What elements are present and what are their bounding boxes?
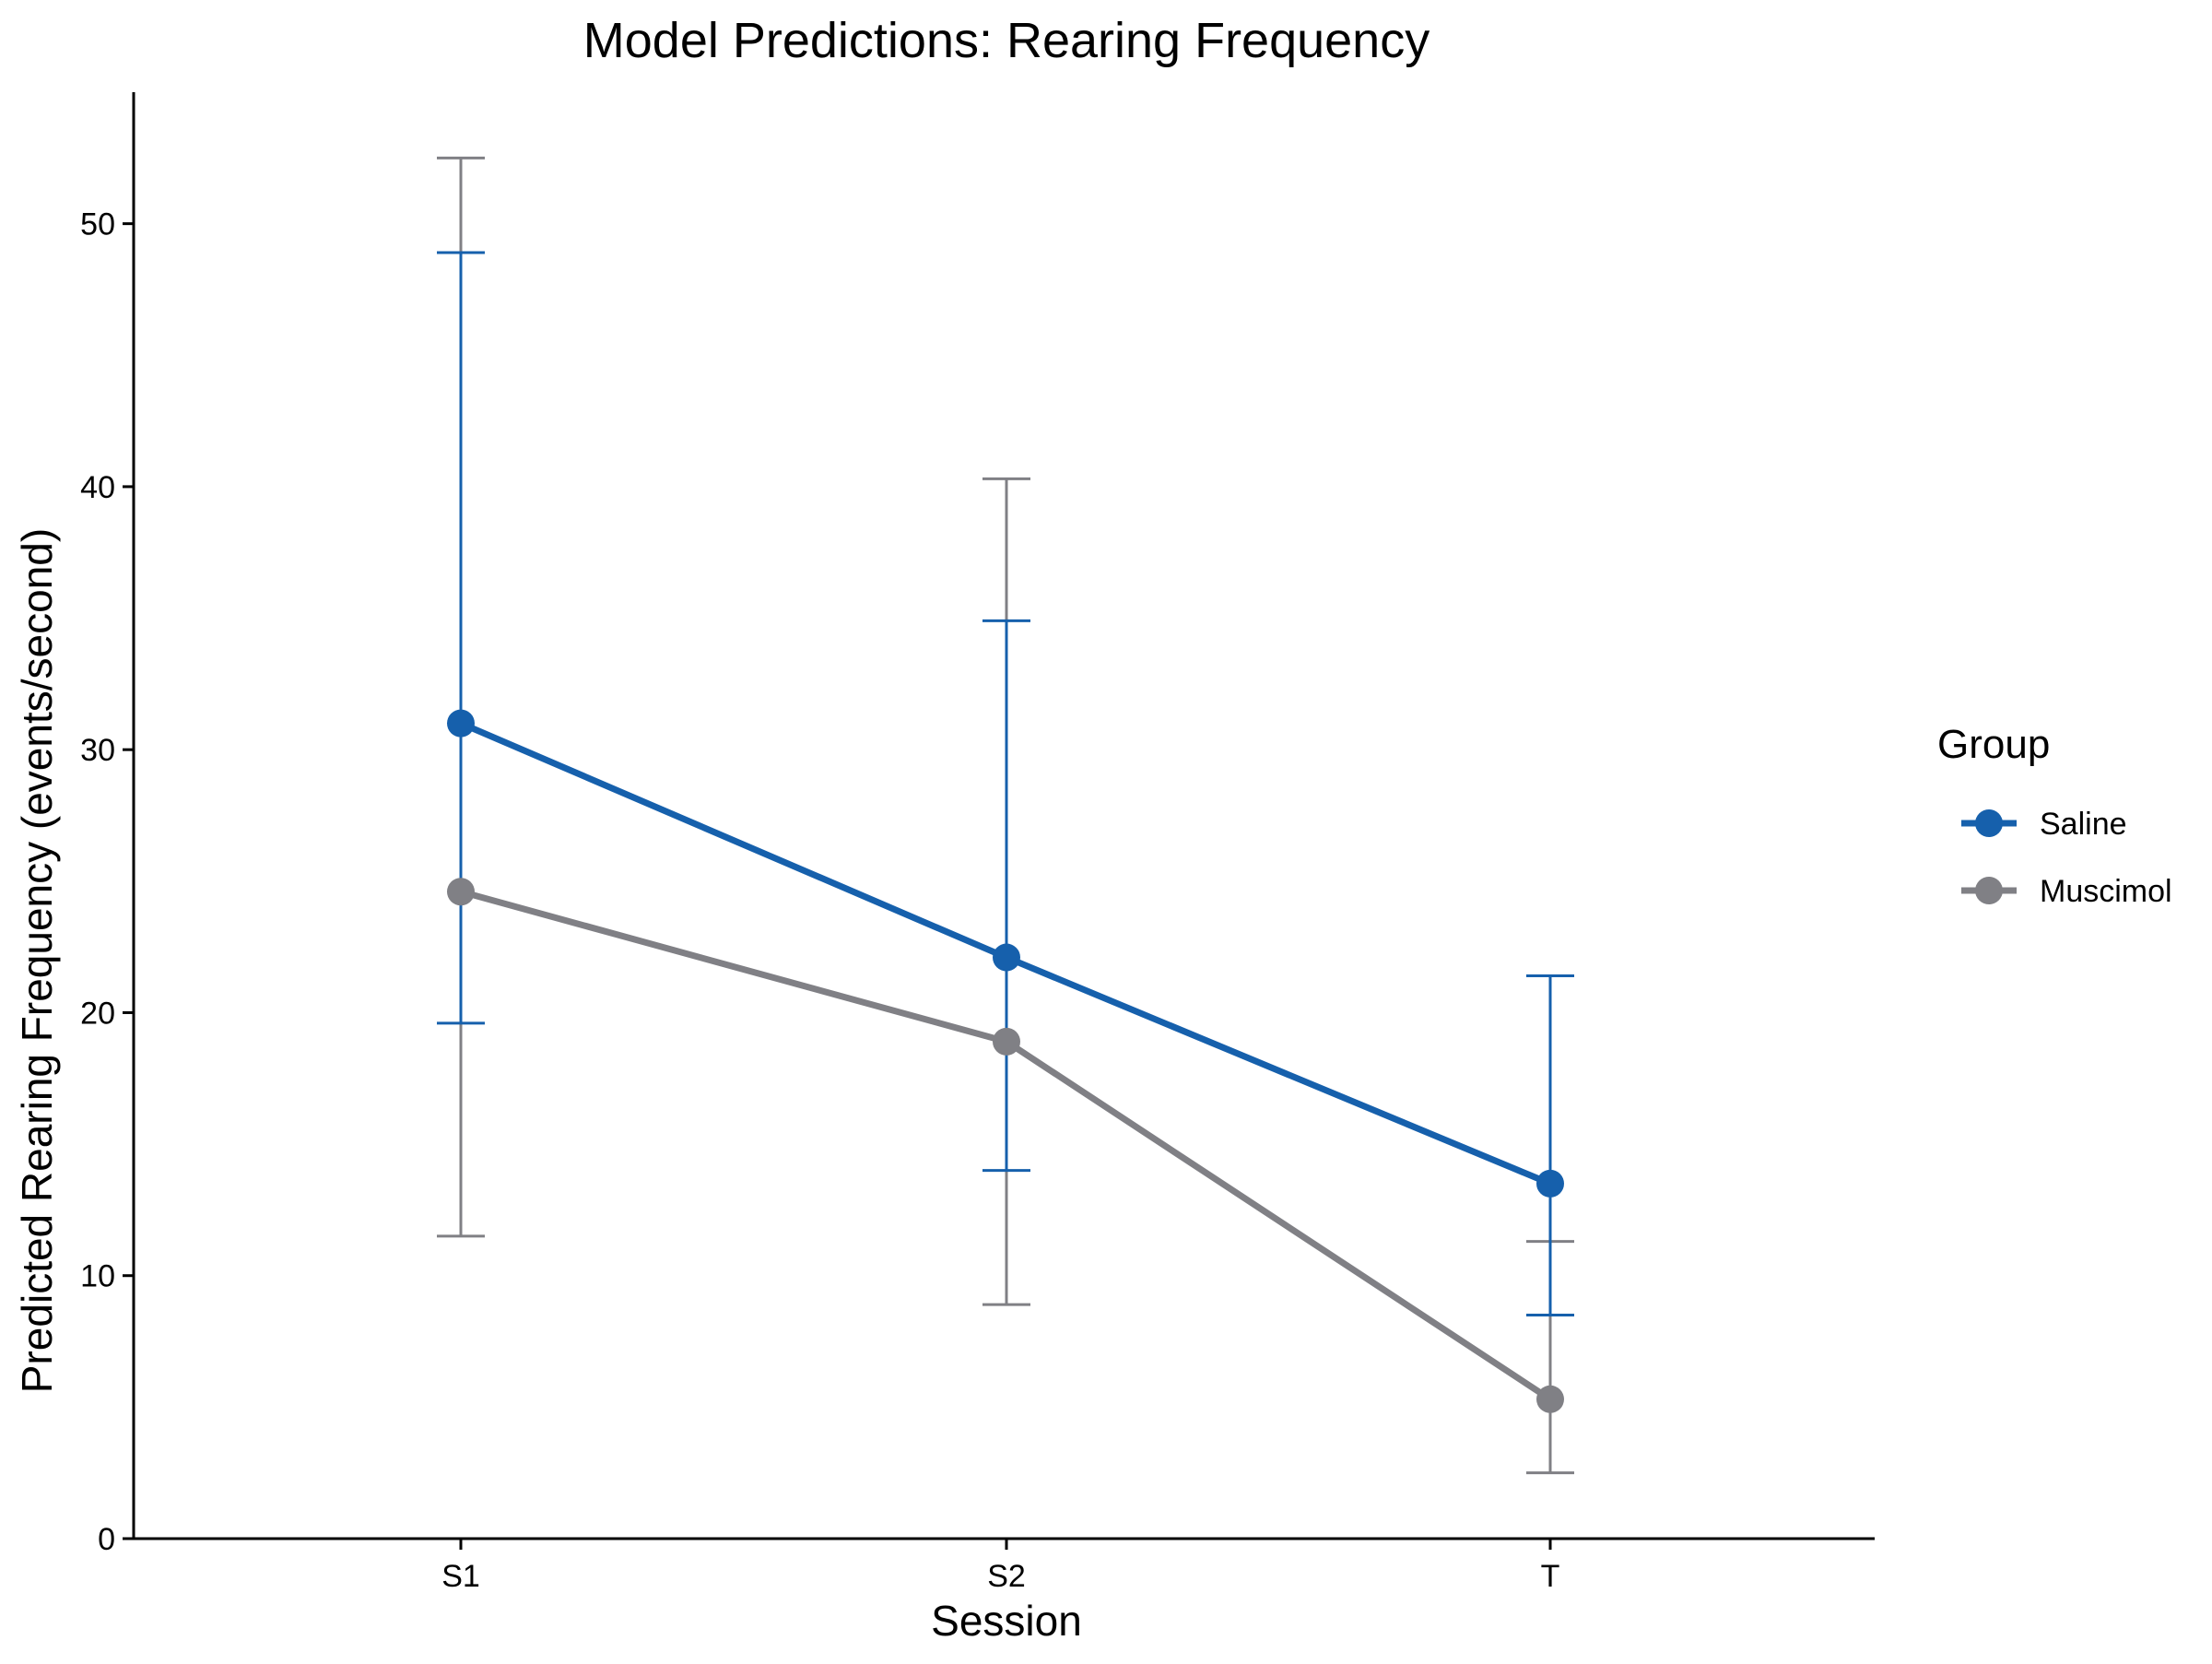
data-point-muscimol — [447, 878, 475, 906]
y-axis-title: Predicted Rearing Frequency (events/seco… — [13, 528, 61, 1393]
legend-label-muscimol: Muscimol — [2040, 874, 2172, 909]
y-tick-label: 40 — [80, 470, 115, 505]
y-tick-label: 10 — [80, 1259, 115, 1294]
legend-title: Group — [1937, 722, 2050, 767]
plot-area: 0 10 20 30 40 50 S1 S2 T — [80, 92, 1875, 1594]
legend-key-point — [1975, 809, 2003, 837]
data-point-muscimol — [1536, 1385, 1564, 1413]
data-point-muscimol — [993, 1027, 1020, 1056]
legend-key-point — [1975, 877, 2003, 904]
y-tick-label: 30 — [80, 733, 115, 768]
legend: Group Saline Muscimol — [1937, 722, 2172, 909]
data-point-saline — [993, 943, 1020, 972]
x-axis-title: Session — [931, 1597, 1082, 1645]
chart-title: Model Predictions: Rearing Frequency — [583, 13, 1430, 68]
legend-label-saline: Saline — [2040, 807, 2127, 842]
y-tick-label: 50 — [80, 207, 115, 242]
y-tick-label: 20 — [80, 996, 115, 1031]
x-tick-label: T — [1541, 1559, 1560, 1594]
x-tick-label: S2 — [987, 1559, 1026, 1594]
y-tick-label: 0 — [98, 1522, 115, 1557]
x-tick-label: S1 — [441, 1559, 480, 1594]
data-point-saline — [447, 709, 475, 738]
data-point-saline — [1536, 1169, 1564, 1198]
